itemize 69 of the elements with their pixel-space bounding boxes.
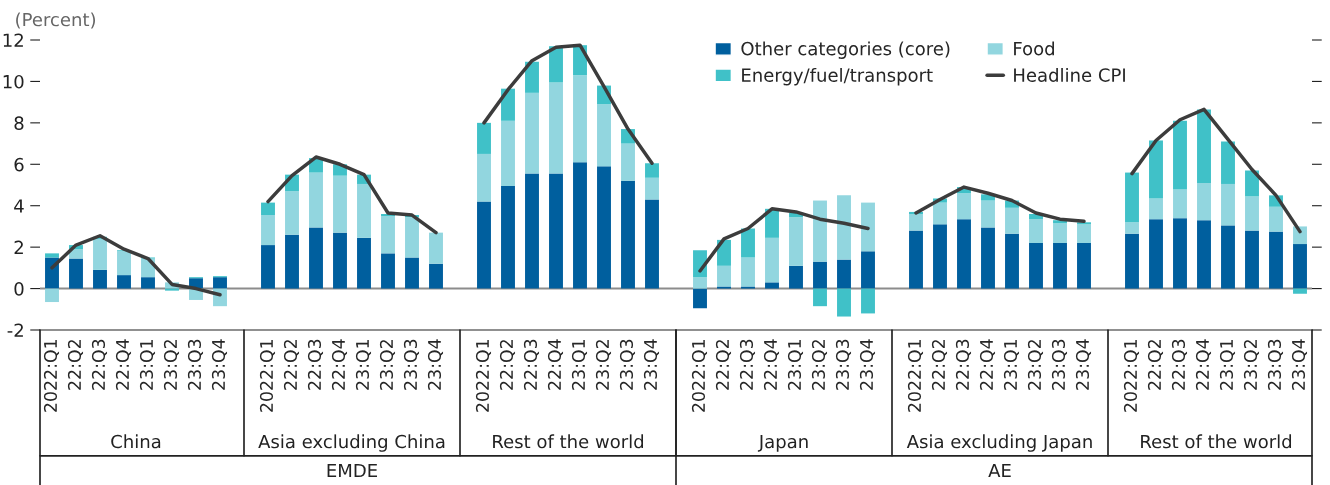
x-tick-label: 23:Q2 xyxy=(811,340,828,390)
x-tick-label: 23:Q4 xyxy=(859,339,876,390)
legend-label: Other categories (core) xyxy=(741,41,950,59)
x-tick-label: 22:Q3 xyxy=(739,339,756,390)
x-tick-label: 22:Q3 xyxy=(91,339,108,390)
text: EMDE xyxy=(327,463,377,478)
legend-label: Headline CPI xyxy=(1014,67,1125,82)
x-tick-label: 23:Q1 xyxy=(139,339,156,390)
x-tick-label: 23:Q3 xyxy=(187,339,204,390)
x-tick-label: 22:Q4 xyxy=(979,339,996,390)
x-tick-label: 23:Q2 xyxy=(379,340,396,390)
x-tick-label: 23:Q2 xyxy=(1243,340,1260,390)
y-tick-label: 0 xyxy=(14,282,24,296)
x-tick-label: 23:Q3 xyxy=(1267,339,1284,390)
x-tick-label: 23:Q4 xyxy=(211,339,228,390)
text: Asia excluding Japan xyxy=(906,434,1092,452)
x-tick-label: 23:Q3 xyxy=(403,339,420,390)
x-tick-label: 22:Q3 xyxy=(955,339,972,390)
x-tick-label: 23:Q1 xyxy=(571,339,588,390)
x-tick-label: 22:Q4 xyxy=(1195,339,1212,390)
x-tick-label: 23:Q1 xyxy=(787,339,804,390)
x-tick-label: 22:Q3 xyxy=(307,339,324,390)
x-tick-label: 23:Q1 xyxy=(1003,339,1020,390)
legend-label: Food xyxy=(1014,41,1054,56)
y-tick-label: 4 xyxy=(14,199,24,213)
x-tick-label: 23:Q2 xyxy=(595,340,612,390)
x-tick-label: 23:Q4 xyxy=(1291,339,1308,390)
y-tick-label: -2 xyxy=(7,323,23,337)
x-tick-label: 2022:Q1 xyxy=(259,339,276,412)
text: China xyxy=(111,434,161,449)
x-tick-label: 2022:Q1 xyxy=(43,339,60,412)
text: Japan xyxy=(757,434,808,452)
x-tick-label: 22:Q3 xyxy=(523,339,540,390)
x-tick-label: 22:Q2 xyxy=(715,340,732,390)
x-tick-label: 23:Q4 xyxy=(643,339,660,390)
x-tick-label: 23:Q2 xyxy=(163,340,180,390)
x-tick-label: 23:Q4 xyxy=(427,339,444,390)
y-tick-label: 8 xyxy=(14,116,24,130)
x-tick-label: 2022:Q1 xyxy=(907,339,924,412)
x-tick-label: 2022:Q1 xyxy=(475,339,492,412)
x-tick-label: 23:Q3 xyxy=(835,339,852,390)
text: Asia excluding China xyxy=(258,434,445,452)
x-tick-label: 22:Q4 xyxy=(331,339,348,390)
x-tick-label: 23:Q3 xyxy=(1051,339,1068,390)
x-tick-label: 22:Q4 xyxy=(115,339,132,390)
legend-label: Energy/fuel/transport xyxy=(742,67,933,86)
x-tick-label: 22:Q2 xyxy=(67,340,84,390)
x-tick-label: 22:Q2 xyxy=(1147,340,1164,390)
x-tick-label: 22:Q2 xyxy=(499,340,516,390)
x-tick-label: 23:Q1 xyxy=(1219,339,1236,390)
y-axis-title: (Percent) xyxy=(16,12,96,29)
x-tick-label: 2022:Q1 xyxy=(1123,339,1140,412)
x-tick-label: 22:Q2 xyxy=(931,340,948,390)
text: Rest of the world xyxy=(1141,434,1292,449)
x-tick-label: 23:Q1 xyxy=(355,339,372,390)
x-tick-label: 22:Q4 xyxy=(763,339,780,390)
x-tick-label: 22:Q4 xyxy=(547,339,564,390)
text: AE xyxy=(988,463,1011,478)
y-tick-label: 12 xyxy=(3,33,23,47)
x-tick-label: 23:Q3 xyxy=(619,339,636,390)
y-tick-label: 2 xyxy=(14,240,23,254)
x-tick-label: 22:Q2 xyxy=(283,340,300,390)
y-tick-label: 10 xyxy=(3,74,24,89)
text: Rest of the world xyxy=(493,434,644,449)
x-tick-label: 23:Q4 xyxy=(1075,339,1092,390)
x-tick-label: 2022:Q1 xyxy=(691,339,708,412)
x-tick-label: 23:Q2 xyxy=(1027,340,1044,390)
y-tick-label: 6 xyxy=(14,157,24,172)
x-tick-label: 22:Q3 xyxy=(1171,339,1188,390)
